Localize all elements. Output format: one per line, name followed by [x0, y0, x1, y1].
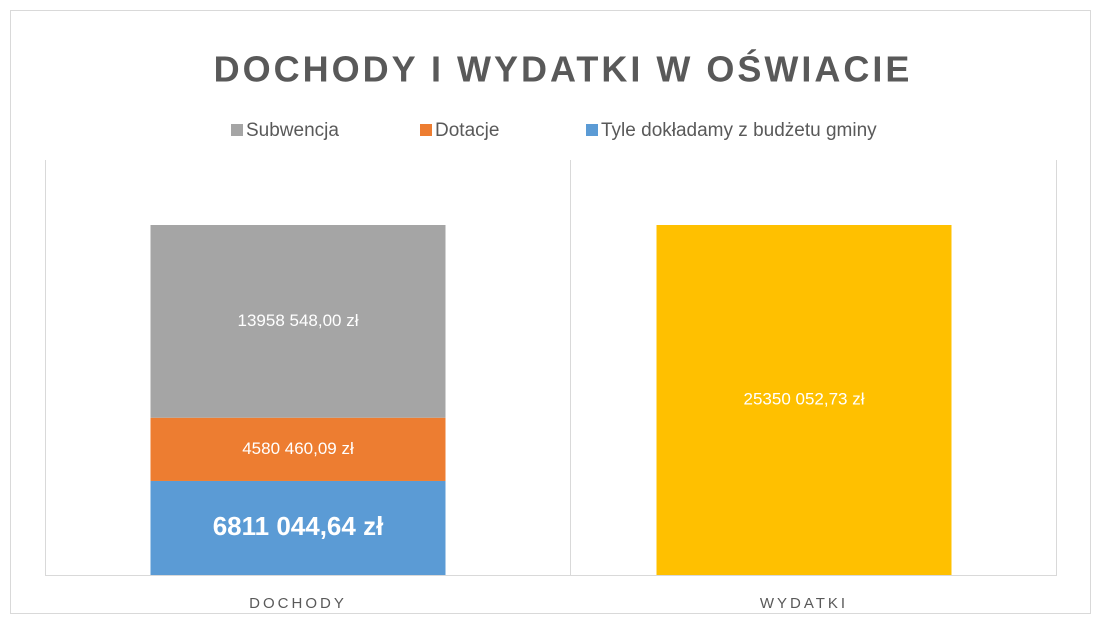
bar-segment: [150, 417, 446, 481]
legend-label: Dotacje: [435, 120, 499, 141]
data-label: 6811 044,64 zł: [213, 511, 384, 541]
legend-label: Tyle dokładamy z budżetu gminy: [601, 120, 877, 141]
data-label: 4580 460,09 zł: [242, 439, 354, 458]
legend-swatch: [231, 124, 243, 136]
data-label: 25350 052,73 zł: [744, 389, 865, 408]
bar-segment: [656, 225, 952, 575]
chart-title: DOCHODY I WYDATKI W OŚWIACIE: [214, 48, 913, 90]
legend-label: Subwencja: [246, 120, 339, 141]
bar-segment: [150, 480, 446, 575]
bar-segment: [150, 225, 446, 418]
legend-swatch: [420, 124, 432, 136]
x-tick-label: DOCHODY: [249, 595, 347, 612]
legend-swatch: [586, 124, 598, 136]
x-tick-label: WYDATKI: [760, 595, 848, 612]
data-label: 13958 548,00 zł: [238, 311, 359, 330]
